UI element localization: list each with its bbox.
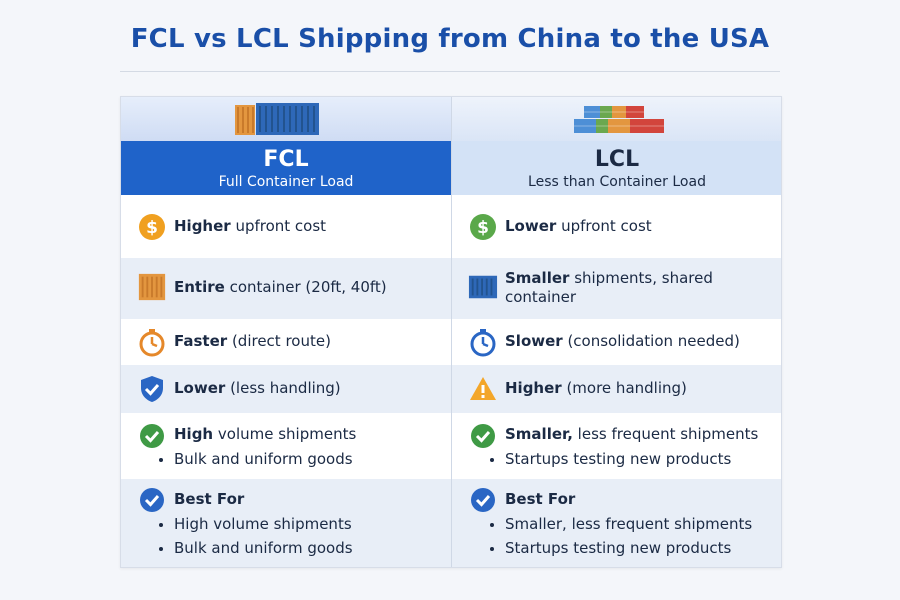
fcl-header: FCL Full Container Load bbox=[121, 141, 451, 195]
page-title: FCL vs LCL Shipping from China to the US… bbox=[130, 24, 770, 54]
lcl-column: LCL Less than Container Load $ Lower upf… bbox=[451, 97, 781, 567]
lcl-best-for-row: Best For Smaller, less frequent shipment… bbox=[452, 479, 781, 567]
dollar-icon: $ bbox=[139, 214, 165, 240]
lcl-cost-row: $ Lower upfront cost bbox=[452, 195, 781, 258]
fcl-best-for-list: High volume shipments Bulk and uniform g… bbox=[157, 512, 353, 560]
lcl-use-row: Smaller, less frequent shipments Startup… bbox=[452, 413, 781, 479]
list-item: High volume shipments bbox=[157, 512, 353, 536]
fcl-subtitle: Full Container Load bbox=[218, 174, 354, 190]
fcl-size-row: Entire container (20ft, 40ft) bbox=[121, 258, 451, 319]
fcl-best-for-row: Best For High volume shipments Bulk and … bbox=[121, 479, 451, 567]
stopwatch-icon bbox=[139, 329, 165, 357]
stacked-containers-icon bbox=[574, 106, 664, 133]
list-item: Bulk and uniform goods bbox=[157, 447, 353, 471]
lcl-use-text: Smaller, less frequent shipments bbox=[505, 425, 759, 443]
comparison-table: FCL Full Container Load $ Higher upfront… bbox=[120, 96, 782, 568]
fcl-speed-text: Faster (direct route) bbox=[174, 332, 331, 350]
check-circle-icon bbox=[140, 488, 164, 512]
dollar-icon: $ bbox=[470, 214, 496, 240]
lcl-risk-text: Higher (more handling) bbox=[505, 379, 687, 397]
fcl-cost-text: Higher upfront cost bbox=[174, 217, 327, 235]
list-item: Startups testing new products bbox=[488, 447, 731, 471]
lcl-header-image bbox=[452, 97, 781, 141]
stopwatch-icon bbox=[470, 329, 496, 357]
list-item: Startups testing new products bbox=[488, 536, 752, 560]
check-circle-icon bbox=[471, 424, 495, 448]
fcl-size-text: Entire container (20ft, 40ft) bbox=[174, 278, 387, 296]
fcl-speed-row: Faster (direct route) bbox=[121, 319, 451, 365]
warning-icon bbox=[470, 377, 496, 400]
lcl-risk-row: Higher (more handling) bbox=[452, 365, 781, 413]
fcl-risk-text: Lower (less handling) bbox=[174, 379, 341, 397]
fcl-title: FCL bbox=[263, 147, 309, 172]
lcl-use-bullets: Startups testing new products bbox=[488, 447, 731, 471]
lcl-best-for-list: Smaller, less frequent shipments Startup… bbox=[488, 512, 752, 560]
lcl-subtitle: Less than Container Load bbox=[528, 174, 706, 190]
check-circle-icon bbox=[140, 424, 164, 448]
check-circle-icon bbox=[471, 488, 495, 512]
fcl-use-row: High volume shipments Bulk and uniform g… bbox=[121, 413, 451, 479]
svg-text:$: $ bbox=[477, 218, 489, 238]
title-divider bbox=[120, 71, 780, 72]
fcl-best-for-label: Best For bbox=[174, 490, 245, 508]
fcl-cost-row: $ Higher upfront cost bbox=[121, 195, 451, 258]
lcl-speed-row: Slower (consolidation needed) bbox=[452, 319, 781, 365]
list-item: Bulk and uniform goods bbox=[157, 536, 353, 560]
lcl-best-for-label: Best For bbox=[505, 490, 576, 508]
fcl-use-text: High volume shipments bbox=[174, 425, 357, 443]
fcl-use-bullets: Bulk and uniform goods bbox=[157, 447, 353, 471]
lcl-title: LCL bbox=[594, 147, 640, 172]
container-icon bbox=[468, 275, 498, 299]
fcl-risk-row: Lower (less handling) bbox=[121, 365, 451, 413]
container-icon bbox=[235, 103, 319, 135]
lcl-size-text: Smaller shipments, shared container bbox=[505, 269, 713, 306]
lcl-cost-text: Lower upfront cost bbox=[505, 217, 652, 235]
container-icon bbox=[138, 273, 166, 301]
lcl-size-row: Smaller shipments, shared container bbox=[452, 258, 781, 319]
fcl-column: FCL Full Container Load $ Higher upfront… bbox=[121, 97, 451, 567]
lcl-speed-text: Slower (consolidation needed) bbox=[505, 332, 740, 350]
list-item: Smaller, less frequent shipments bbox=[488, 512, 752, 536]
svg-text:$: $ bbox=[146, 218, 158, 238]
lcl-header: LCL Less than Container Load bbox=[452, 141, 781, 195]
shield-check-icon bbox=[141, 376, 163, 402]
fcl-header-image bbox=[121, 97, 451, 141]
